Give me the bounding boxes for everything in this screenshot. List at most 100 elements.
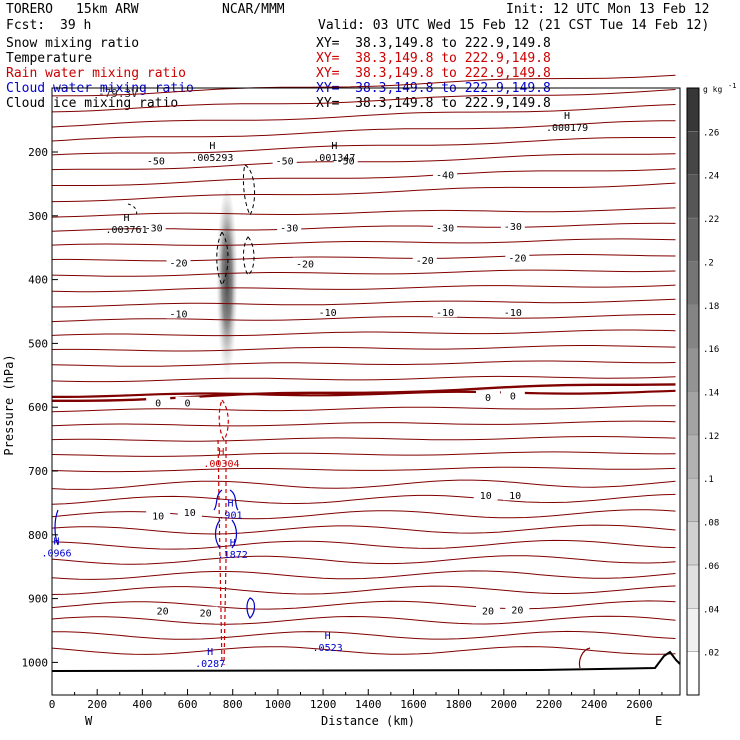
isotherm-line (51, 375, 676, 383)
temperature-label: -30 (145, 223, 163, 234)
x-axis-east-label: E (655, 714, 662, 728)
colorbar-tick-label: .2 (703, 258, 714, 268)
isotherm-line (51, 646, 676, 655)
temperature-label-bg (315, 306, 340, 318)
temperature-label: 20 (511, 605, 523, 616)
field-rain-xy: XY= 38.3,149.8 to 222.9,149.8 (316, 66, 551, 81)
isotherm-line (51, 329, 676, 337)
isotherm-line (51, 420, 676, 427)
y-tick-label: 1000 (22, 656, 49, 669)
x-axis-west-label: W (85, 714, 93, 728)
y-tick-label: 400 (28, 274, 48, 287)
x-tick-label: 1000 (265, 698, 292, 711)
y-tick-label: 600 (28, 401, 48, 414)
terrain (51, 647, 681, 672)
x-tick-label: 200 (87, 698, 107, 711)
colorbar-swatch (686, 477, 700, 522)
model-source: NCAR/MMM (222, 2, 285, 17)
ice-contour (127, 203, 138, 216)
maximum-marker: H (207, 647, 213, 658)
terrain-line (51, 650, 681, 672)
y-tick-label: 200 (28, 146, 48, 159)
overprint-text: -79.3V (98, 87, 138, 100)
isotherm-line (51, 435, 676, 442)
temperature-label: 0 (185, 399, 191, 410)
temperature-label: -10 (436, 308, 454, 319)
colorbar-unit: g kg (703, 85, 722, 94)
model-name: TORERO (6, 2, 53, 17)
forecast-hour: 39 h (60, 18, 92, 33)
isotherm-line (51, 89, 676, 113)
isotherm-line (51, 153, 676, 171)
isotherm-line (51, 555, 676, 565)
x-tick-label: 1200 (310, 698, 337, 711)
temperature-label-bg (146, 509, 171, 521)
isotherm-line (51, 539, 676, 550)
x-tick-label: 2000 (491, 698, 518, 711)
maximum-marker: H (209, 141, 215, 152)
maximum-value: .0287 (195, 659, 225, 670)
temperature-label-bg (475, 390, 500, 402)
isotherm-line (51, 466, 676, 473)
temperature-label-bg (500, 306, 525, 318)
temperature-label-bg (433, 168, 458, 180)
temperature-labels: -50 -50 -50 -40 -30 -30 -30 -30 -20 -20 -20 -20 -10 -… (141, 154, 530, 620)
temperature-label-bg (433, 306, 458, 318)
temperature-label-bg (412, 253, 437, 265)
init-time: Init: 12 UTC Mon 13 Feb 12 (506, 2, 710, 17)
temperature-label: -20 (169, 258, 187, 269)
rain-contour-core (218, 398, 229, 442)
temperature-label-bg (333, 154, 358, 166)
temperature-label-bg (193, 606, 218, 618)
colorbar-tick-label: .14 (703, 389, 719, 399)
colorbar-tick-label: .26 (703, 128, 719, 138)
x-tick-label: 1400 (355, 698, 382, 711)
temperature-label-bg (166, 256, 191, 268)
cloud-water-contour-c (54, 509, 59, 546)
isotherm-line (51, 182, 676, 203)
colorbar-tick-label: .06 (703, 562, 719, 572)
y-tick-label: 500 (28, 337, 48, 350)
plot-frame (51, 87, 681, 696)
maximum-value: .001347 (313, 153, 355, 164)
colorbar-tick-label: .22 (703, 215, 719, 225)
colorbar-swatch (686, 651, 700, 696)
colorbar-swatch (686, 304, 700, 349)
maximum-marker: H (218, 447, 224, 458)
terrain-isotherm-hook (578, 647, 591, 669)
temperature-label-bg (177, 505, 202, 517)
y-axis-title: Pressure (hPa) (2, 354, 16, 455)
maximum-marker: H (325, 631, 331, 642)
cloud-water-contour-d (246, 597, 256, 619)
maximum-value: .003761 (105, 225, 147, 236)
maxima-labels: H.005293H.001347H.000179H.003761H.00304H… (41, 111, 588, 670)
temperature-label: 20 (157, 607, 169, 618)
temperature-label: -50 (337, 156, 355, 167)
temperature-label: -40 (436, 170, 454, 181)
maximum-value: .000179 (546, 123, 588, 134)
maximum-marker: H (124, 213, 130, 224)
isotherm-line (52, 168, 676, 186)
x-tick-label: 600 (178, 698, 198, 711)
isotherm-line (51, 570, 676, 580)
isotherm-line (51, 298, 676, 308)
plot-border (51, 87, 681, 696)
colorbar-swatch (686, 261, 700, 306)
x-tick-label: 2200 (536, 698, 563, 711)
maximum-marker: H (230, 538, 236, 549)
x-tick-label: 0 (49, 698, 56, 711)
colorbar-tick-label: .16 (703, 345, 719, 355)
colorbar-swatch (686, 174, 700, 219)
temperature-label: -30 (504, 222, 522, 233)
x-tick-label: 400 (132, 698, 152, 711)
temperature-label-bg (505, 603, 530, 615)
colorbar-swatch (686, 434, 700, 479)
temperature-label-bg (150, 604, 175, 616)
isotherm-line (51, 238, 676, 246)
isotherm-line (51, 493, 676, 505)
temperature-label: -30 (280, 223, 298, 234)
field-snow-xy: XY= 38.3,149.8 to 222.9,149.8 (316, 36, 551, 51)
temperature-label-bg (141, 221, 166, 233)
cloud-water-contour-b (214, 519, 238, 549)
maximum-marker: H (54, 537, 60, 548)
